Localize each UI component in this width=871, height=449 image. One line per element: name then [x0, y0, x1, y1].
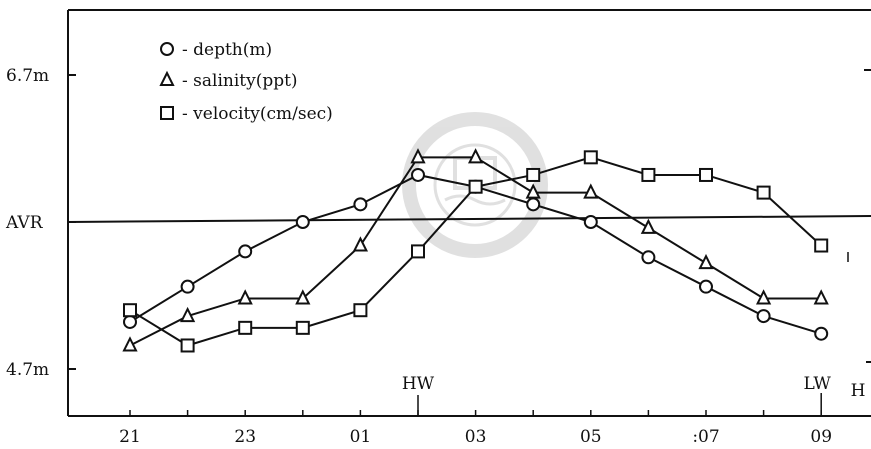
series-layer: [122, 148, 829, 353]
legend: - depth(m) - salinity(ppt) - velocity(cm/s…: [159, 40, 333, 124]
x-tick-label: 05: [580, 427, 602, 447]
data-point-triangle: [755, 289, 772, 305]
x-tick-label: :07: [692, 427, 719, 447]
data-point-square: [353, 303, 368, 318]
data-point-triangle: [237, 289, 253, 305]
legend-label-square: - velocity(cm/sec): [182, 104, 333, 124]
data-point-square: [641, 167, 656, 182]
data-point-triangle: [583, 183, 599, 199]
legend-symbol-square: [160, 106, 174, 120]
data-point-triangle: [410, 148, 426, 164]
data-point-circle: [526, 197, 541, 212]
data-point-square: [180, 338, 195, 353]
x-tick-label: 21: [119, 427, 141, 447]
annotation-lw: LW: [804, 374, 832, 394]
data-point-square: [756, 185, 771, 200]
data-point-triangle: [122, 336, 138, 352]
data-point-triangle: [179, 306, 196, 323]
y-tick-label: 6.7m: [6, 66, 49, 86]
legend-label-triangle: - salinity(ppt): [182, 71, 298, 91]
data-point-square: [238, 320, 253, 335]
data-point-circle: [641, 250, 656, 265]
data-point-square: [814, 238, 829, 253]
data-point-triangle: [467, 148, 484, 164]
x-tick-label: 09: [810, 427, 832, 447]
legend-label-circle: - depth(m): [182, 40, 272, 60]
data-point-circle: [814, 326, 829, 341]
data-point-circle: [756, 309, 771, 324]
series-triangle: [122, 148, 829, 352]
axes: 6.7m AVR 4.7m 21 23 01 03 05 :07 09: [5, 9, 871, 447]
labels: HW LW H: [402, 374, 866, 416]
data-point-triangle: [295, 289, 311, 305]
data-point-triangle: [352, 236, 369, 252]
data-point-circle: [123, 314, 137, 329]
data-point-circle: [238, 244, 253, 259]
annotation-h: H: [851, 381, 866, 401]
data-point-triangle: [640, 218, 657, 234]
legend-symbol-triangle: [159, 70, 175, 86]
data-point-circle: [411, 167, 425, 182]
watermark-seal: [402, 112, 548, 258]
y-tick-label: 4.7m: [6, 360, 49, 380]
data-point-circle: [180, 279, 195, 294]
x-tick-label: 23: [234, 427, 256, 447]
data-point-square: [583, 150, 598, 165]
x-tick-label: 03: [465, 427, 487, 447]
data-point-circle: [583, 215, 598, 229]
annotation-hw: HW: [402, 374, 435, 394]
data-point-triangle: [525, 183, 541, 199]
data-point-triangle: [698, 253, 714, 270]
data-point-square: [468, 179, 483, 194]
data-point-square: [295, 320, 310, 335]
data-point-square: [411, 244, 425, 259]
y-tick-label: AVR: [5, 213, 44, 233]
legend-symbol-circle: [160, 42, 174, 56]
data-point-square: [123, 303, 137, 318]
data-point-triangle: [813, 289, 829, 305]
series-square: [123, 150, 829, 353]
x-tick-label: 01: [350, 427, 372, 447]
data-point-circle: [699, 279, 713, 294]
data-point-circle: [353, 197, 368, 212]
avr-reference-line: [67, 215, 871, 223]
data-point-circle: [295, 215, 310, 229]
data-point-square: [526, 167, 541, 182]
data-point-square: [699, 167, 713, 182]
